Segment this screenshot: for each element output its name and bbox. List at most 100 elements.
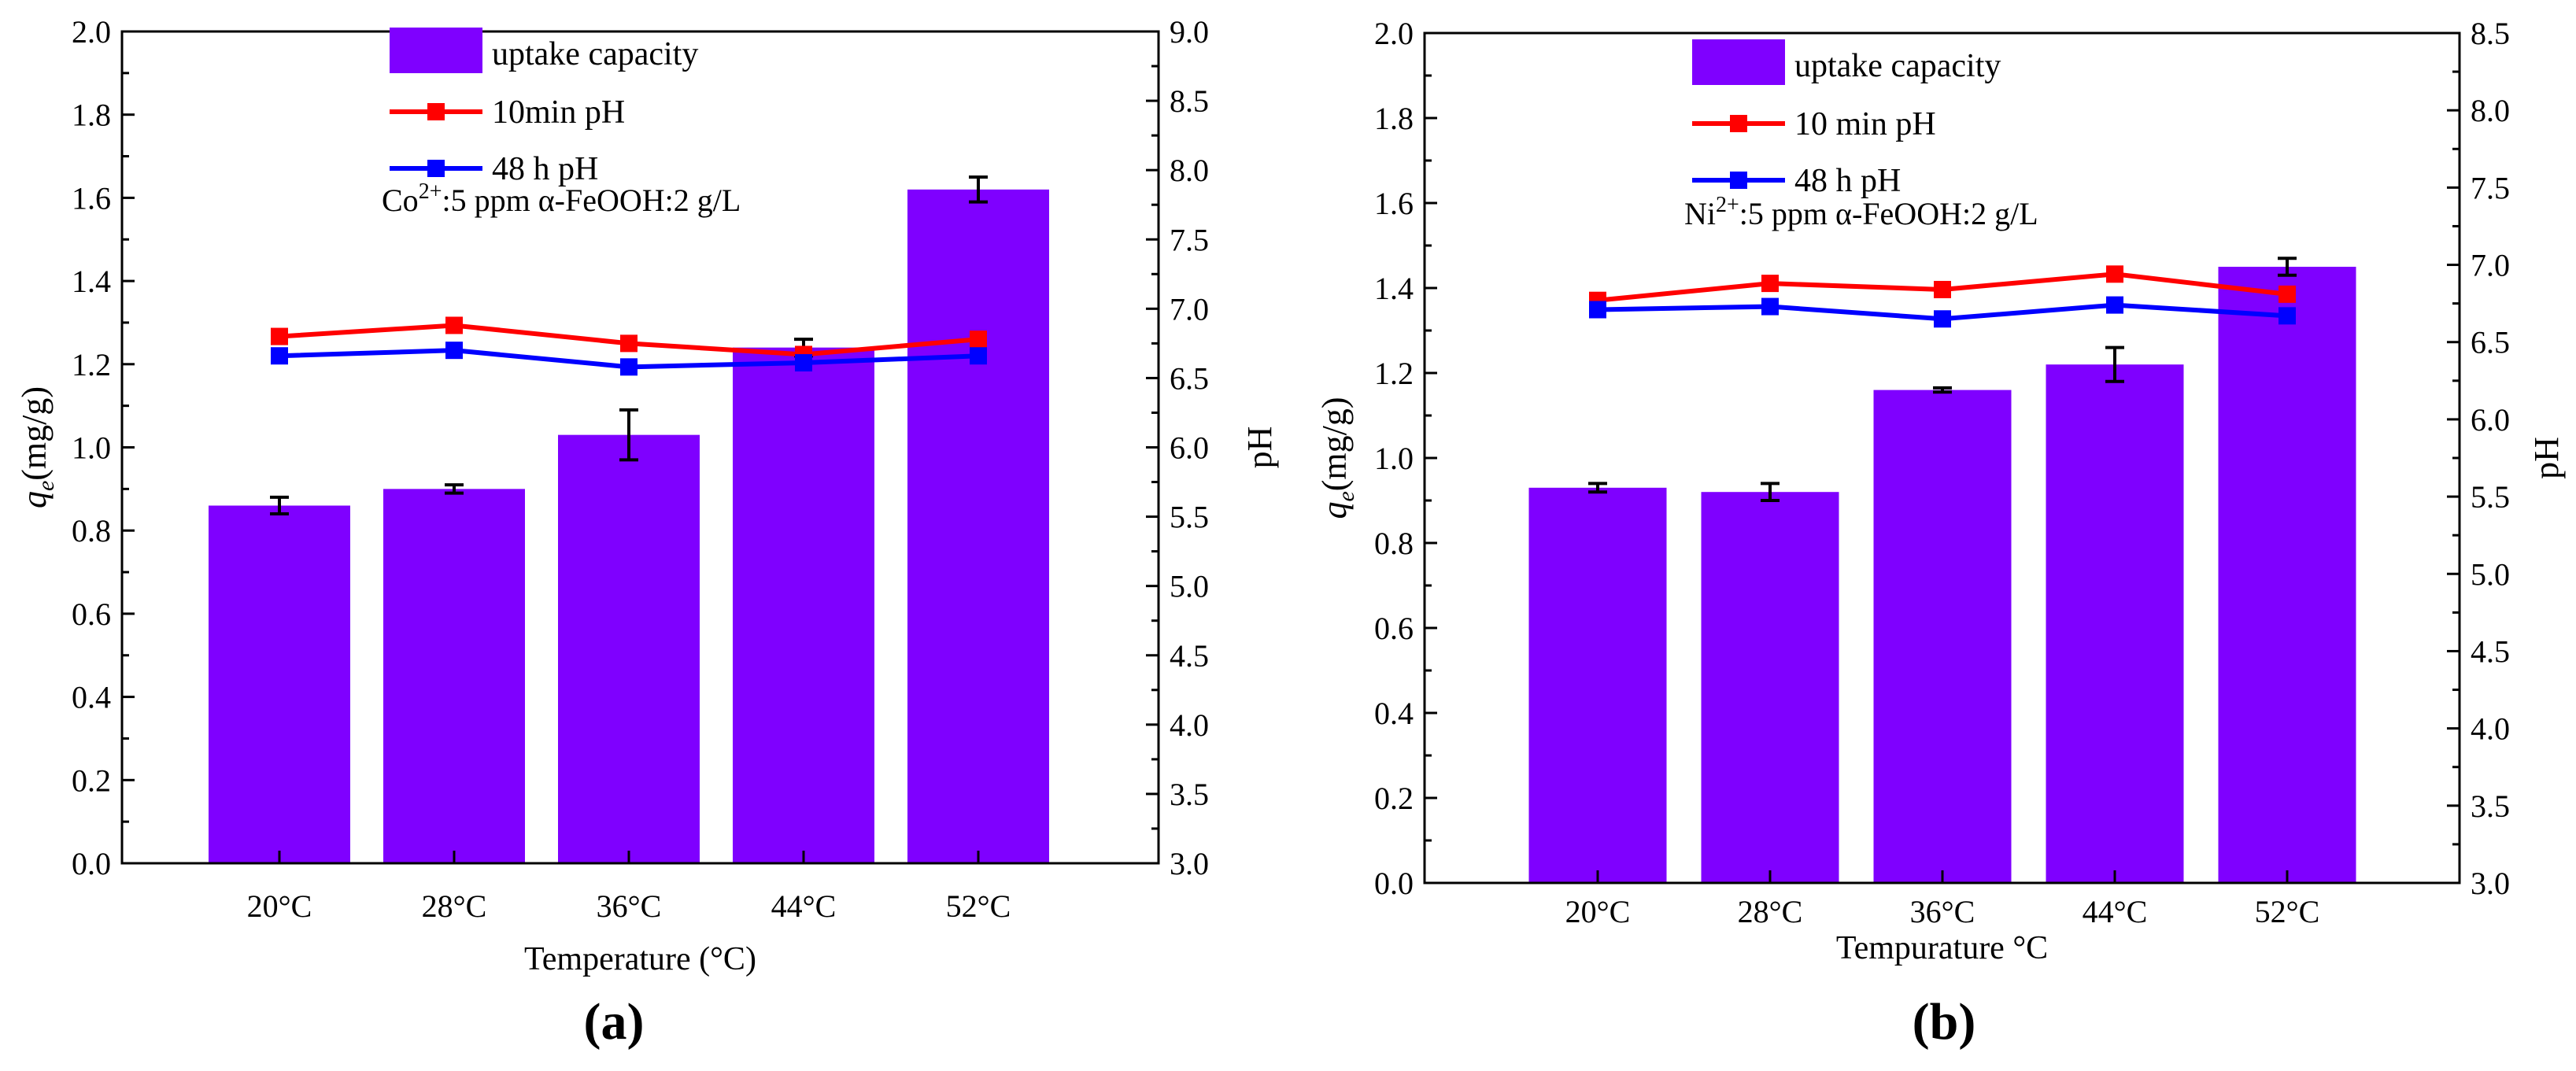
- chart-panel-a: 0.0 0.2 0.4 0.6 0.8 1.0 1.2 1.4 1.6 1.8 2.0 3.0 3.5 4…: [15, 14, 1279, 1051]
- left-axis-title: qe(mg/g): [1315, 397, 1359, 519]
- left-tick-label: 1.4: [1374, 271, 1414, 306]
- legend-label-series: 48 h pH: [492, 151, 598, 187]
- bar-20°C: [209, 505, 350, 863]
- bar-36°C: [1873, 390, 2012, 884]
- legend-label-series: 48 h pH: [1794, 163, 1901, 199]
- x-axis-title: Tempuraturе °C: [1836, 930, 2048, 966]
- left-tick-label: 2.0: [1374, 16, 1414, 51]
- bar-error-bar: [270, 495, 289, 516]
- right-tick-label: 3.5: [2471, 788, 2510, 824]
- left-tick-label: 1.8: [72, 98, 111, 133]
- left-tick-label: 2.0: [72, 14, 111, 50]
- bar-44°C: [2046, 364, 2184, 883]
- right-tick-label: 7.0: [1170, 291, 1209, 327]
- legend-label-series: 10 min pH: [1794, 106, 1936, 142]
- annotation-charge: 2+: [419, 179, 442, 204]
- axis-title-subscript: e: [1333, 491, 1359, 501]
- right-tick-label: 4.5: [1170, 638, 1209, 674]
- x-tick-label: 36°C: [597, 888, 662, 924]
- right-tick-label: 3.0: [1170, 846, 1209, 881]
- left-tick-label: 1.2: [72, 347, 111, 382]
- right-tick-label: 4.0: [2471, 711, 2510, 747]
- right-tick-label: 7.5: [1170, 222, 1209, 257]
- series-point: [1761, 275, 1779, 293]
- right-tick-label: 5.0: [1170, 569, 1209, 604]
- x-tick-label: 36°C: [1910, 894, 1975, 929]
- legend: uptake capacity 10 min pH 48 h pH: [1692, 39, 2001, 199]
- right-tick-label: 8.5: [2471, 16, 2510, 51]
- left-tick-label: 1.4: [72, 264, 111, 299]
- annotation-charge: 2+: [1716, 193, 1739, 217]
- bar-error-bar: [445, 483, 464, 495]
- left-tick-label: 1.6: [72, 180, 111, 216]
- bar-28°C: [1701, 492, 1839, 883]
- legend-swatch-marker: [427, 103, 445, 120]
- series-point: [2106, 296, 2123, 314]
- series-point: [1934, 310, 1951, 328]
- series-point: [445, 342, 463, 360]
- right-tick-label: 3.5: [1170, 777, 1209, 812]
- annotation-text: Ni2+:5 ppm α-FeOOH:2 g/L: [1684, 193, 2038, 231]
- x-tick-label: 28°C: [422, 888, 487, 924]
- right-tick-label: 7.0: [2471, 248, 2510, 283]
- annotation-ion: Co: [382, 183, 419, 218]
- left-tick-label: 0.0: [72, 846, 111, 881]
- left-tick-label: 1.8: [1374, 101, 1414, 136]
- panel-label: (b): [1913, 993, 1976, 1051]
- right-tick-label: 5.0: [2471, 556, 2510, 592]
- series-point: [271, 347, 288, 365]
- series-point: [1589, 301, 1606, 319]
- x-axis-title: Temperature (°C): [524, 941, 756, 977]
- series-point: [2278, 285, 2296, 303]
- series-point: [620, 334, 638, 353]
- left-tick-label: 0.2: [1374, 781, 1414, 816]
- chart-panel-b: 0.0 0.2 0.4 0.6 0.8 1.0 1.2 1.4 1.6 1.8 2.0 3.0 3.5 4…: [1315, 16, 2566, 1051]
- left-tick-label: 0.4: [1374, 696, 1414, 731]
- series-point: [445, 316, 463, 334]
- right-tick-label: 6.0: [2471, 402, 2510, 438]
- bar-error-bar: [619, 408, 638, 462]
- annotation-text: Co2+:5 ppm α-FeOOH:2 g/L: [382, 179, 741, 218]
- right-axis-title: pH: [1240, 427, 1279, 469]
- axis-title-unit: (mg/g): [15, 386, 54, 481]
- right-tick-label: 5.5: [1170, 500, 1209, 535]
- right-tick-label: 5.5: [2471, 479, 2510, 515]
- bar-error-bar: [1933, 386, 1952, 394]
- left-tick-label: 0.8: [72, 513, 111, 548]
- right-tick-label: 8.5: [1170, 83, 1209, 119]
- left-tick-label: 1.0: [1374, 441, 1414, 476]
- annotation-conditions: :5 ppm α-FeOOH:2 g/L: [1739, 196, 2038, 231]
- left-tick-label: 1.2: [1374, 356, 1414, 391]
- bar-error-bar: [1761, 482, 1780, 502]
- bar-error-bar: [2278, 257, 2297, 277]
- series-point: [1934, 280, 1951, 298]
- x-tick-label: 28°C: [1738, 894, 1803, 929]
- left-tick-label: 0.6: [1374, 611, 1414, 646]
- bar-36°C: [558, 434, 700, 863]
- legend-label-bar: uptake capacity: [492, 36, 698, 72]
- series-point: [795, 354, 812, 372]
- legend-swatch-bar: [1692, 39, 1785, 85]
- right-tick-label: 7.5: [2471, 170, 2510, 205]
- legend-label-bar: uptake capacity: [1794, 48, 2001, 84]
- series-point: [620, 358, 638, 376]
- legend-swatch-marker: [1730, 115, 1747, 132]
- annotation-ion: Ni: [1684, 196, 1716, 231]
- bar-error-bar: [969, 175, 988, 204]
- right-tick-label: 6.5: [1170, 360, 1209, 396]
- legend-swatch-marker: [1730, 172, 1747, 189]
- x-tick-label: 52°C: [2255, 894, 2320, 929]
- axis-title-symbol: q: [15, 491, 54, 508]
- axis-title-symbol: q: [1315, 502, 1354, 519]
- right-tick-label: 3.0: [2471, 866, 2510, 901]
- series-point: [1761, 297, 1779, 316]
- right-tick-label: 4.0: [1170, 707, 1209, 743]
- legend-label-series: 10min pH: [492, 94, 625, 131]
- right-axis-title: pH: [2527, 437, 2566, 479]
- bar-error-bar: [2105, 345, 2124, 383]
- right-tick-label: 6.0: [1170, 430, 1209, 466]
- axis-title-unit: (mg/g): [1315, 397, 1354, 491]
- panel-label: (a): [584, 993, 645, 1051]
- left-tick-label: 0.0: [1374, 866, 1414, 901]
